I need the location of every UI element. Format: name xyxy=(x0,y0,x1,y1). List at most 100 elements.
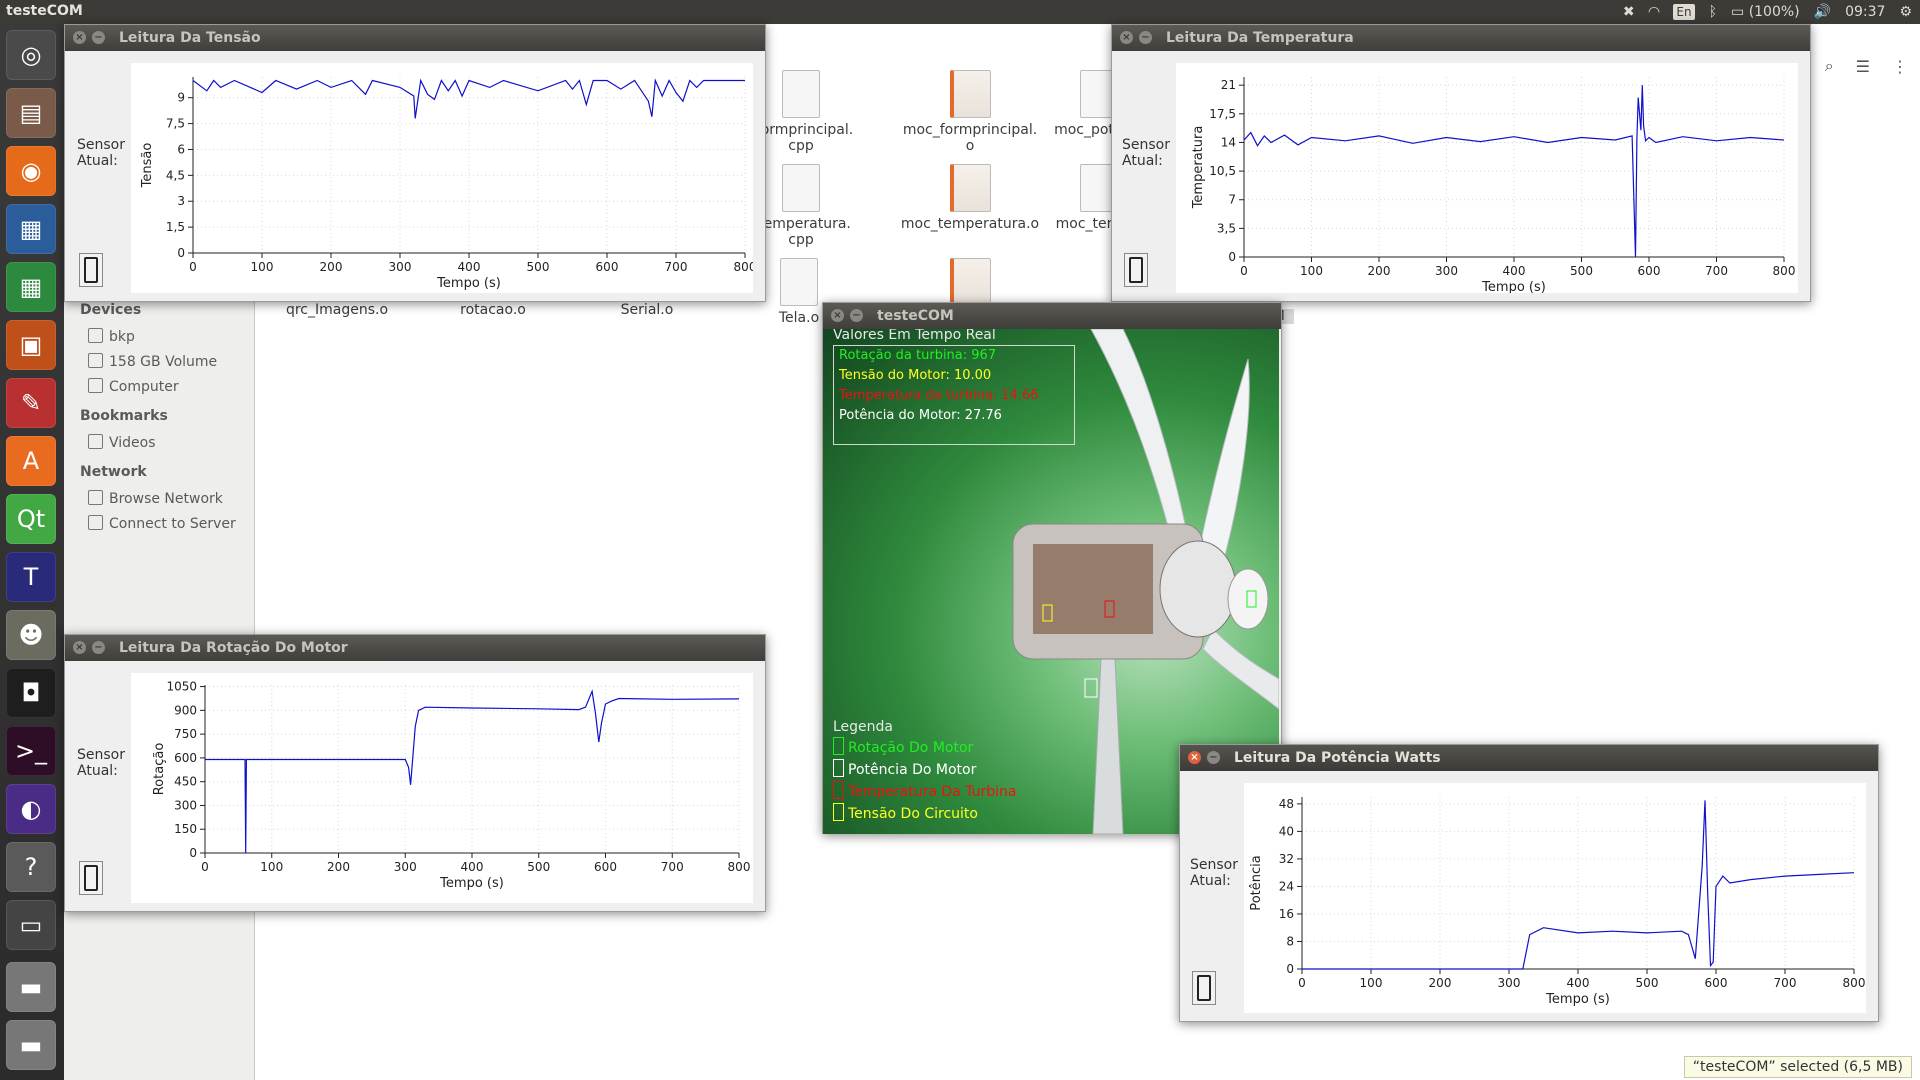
legend-label: Rotação Do Motor xyxy=(848,740,974,756)
legend-swatch xyxy=(833,737,844,755)
help-icon[interactable]: ? xyxy=(6,842,56,892)
folder-icon xyxy=(88,434,103,449)
x-tick-label: 400 xyxy=(1567,976,1590,990)
battery-indicator[interactable]: ▭ (100%) xyxy=(1731,0,1800,24)
rotation-value: Rotação da turbina: 967 xyxy=(839,348,997,363)
x-tick-label: 0 xyxy=(1240,264,1248,278)
sidebar-item-label: bkp xyxy=(109,329,135,345)
sidebar-item-volume[interactable]: 158 GB Volume xyxy=(88,353,217,370)
minimize-icon[interactable]: − xyxy=(92,31,105,44)
y-tick-label: 0 xyxy=(189,846,197,860)
file-item[interactable]: moc_pot xyxy=(1054,70,1114,138)
title-bar[interactable]: × − Leitura Da Temperatura xyxy=(1112,25,1810,51)
search-icon[interactable]: ⌕ xyxy=(1824,56,1834,75)
drive-icon-2[interactable]: ▬ xyxy=(6,1020,56,1070)
chart-potencia: 0 100 200 300 400 500 600 700 800 0 8 16 24 32 40 48 Tem… xyxy=(1249,797,1865,1007)
network-icon xyxy=(88,490,103,505)
lcd-digit xyxy=(1197,975,1211,1001)
cpp-file-icon xyxy=(1080,164,1114,212)
file-item[interactable]: Serial.o xyxy=(592,302,702,318)
sidebar-item-bkp[interactable]: bkp xyxy=(88,328,135,345)
x-tick-label: 400 xyxy=(458,260,481,274)
terminal-icon[interactable]: >_ xyxy=(6,726,56,776)
wifi-icon[interactable]: ◜◝ xyxy=(1648,4,1660,20)
close-icon[interactable]: × xyxy=(831,309,844,322)
file-item[interactable]: Tela.o xyxy=(774,258,824,326)
gear-icon[interactable]: ⚙ xyxy=(1899,4,1912,20)
close-icon[interactable]: × xyxy=(73,31,86,44)
window-icon[interactable]: ▭ xyxy=(6,900,56,950)
keyboard-layout-indicator[interactable]: En xyxy=(1673,4,1695,20)
window-tensao: × − Leitura Da Tensão Sensor Atual: 0 100… xyxy=(64,24,766,302)
volume-icon[interactable]: 🔊 xyxy=(1813,4,1832,20)
file-item[interactable]: _temperatura. cpp xyxy=(746,164,856,248)
dropbox-icon[interactable]: ✖ xyxy=(1622,4,1635,20)
y-tick-label: 0 xyxy=(1286,962,1294,976)
indicator-temperature xyxy=(1104,600,1115,618)
firefox-icon[interactable]: ◉ xyxy=(6,146,56,196)
lcd-digit xyxy=(84,257,98,283)
qt-creator-icon[interactable]: Qt xyxy=(6,494,56,544)
impress-icon[interactable]: ▣ xyxy=(6,320,56,370)
drive-icon[interactable]: ▬ xyxy=(6,962,56,1012)
x-tick-label: 300 xyxy=(394,860,417,874)
x-tick-label: 500 xyxy=(1570,264,1593,278)
close-icon[interactable]: × xyxy=(1188,751,1201,764)
bookmarks-header: Bookmarks xyxy=(80,408,168,424)
sidebar-item-computer[interactable]: Computer xyxy=(88,378,179,395)
sensor-label-line1: Sensor xyxy=(1122,137,1170,153)
sensor-label-line1: Sensor xyxy=(77,747,125,763)
list-view-icon[interactable]: ☰ xyxy=(1855,56,1870,76)
sidebar-item-browse-network[interactable]: Browse Network xyxy=(88,490,223,507)
sidebar-item-videos[interactable]: Videos xyxy=(88,434,156,451)
title-bar[interactable]: × − testeCOM xyxy=(823,303,1281,329)
legend-label: Potência Do Motor xyxy=(848,762,977,778)
sensor-label: Sensor Atual: xyxy=(1122,137,1170,169)
file-item[interactable]: moc_temperatura.o xyxy=(884,164,1056,232)
y-tick-label: 3,5 xyxy=(1217,221,1236,235)
file-item[interactable]: moc_formprincipal. o xyxy=(900,70,1040,154)
lcd-display xyxy=(1124,253,1148,287)
file-item[interactable] xyxy=(900,258,1040,310)
close-icon[interactable]: × xyxy=(73,641,86,654)
software-center-icon[interactable]: A xyxy=(6,436,56,486)
minimize-icon[interactable]: − xyxy=(1139,31,1152,44)
title-bar[interactable]: × − Leitura Da Rotação Do Motor xyxy=(65,635,765,661)
gimp-icon[interactable]: ☻ xyxy=(6,610,56,660)
window-title: testeCOM xyxy=(877,308,954,324)
settings-icon[interactable]: ✎ xyxy=(6,378,56,428)
minimize-icon[interactable]: − xyxy=(850,309,863,322)
title-bar[interactable]: × − Leitura Da Tensão xyxy=(65,25,765,51)
file-item[interactable]: _formprincipal. cpp xyxy=(746,70,856,154)
title-bar[interactable]: × − Leitura Da Potência Watts xyxy=(1180,745,1878,771)
minimize-icon[interactable]: − xyxy=(92,641,105,654)
texmaker-icon[interactable]: T xyxy=(6,552,56,602)
x-tick-label: 300 xyxy=(1498,976,1521,990)
file-item[interactable]: rotacao.o xyxy=(438,302,548,318)
ubuntu-dash-icon[interactable]: ◎ xyxy=(6,30,56,80)
menu-icon[interactable]: ⋮ xyxy=(1892,56,1908,76)
bluetooth-icon[interactable]: ᛒ xyxy=(1708,4,1717,20)
x-tick-label: 600 xyxy=(1638,264,1661,278)
file-name: moc_temperatura.o xyxy=(900,216,1040,232)
close-icon[interactable]: × xyxy=(1120,31,1133,44)
y-tick-label: 7,5 xyxy=(166,117,185,131)
writer-icon[interactable]: ▦ xyxy=(6,204,56,254)
minimize-icon[interactable]: − xyxy=(1207,751,1220,764)
sidebar-item-connect-server[interactable]: Connect to Server xyxy=(88,515,236,532)
x-tick-label: 0 xyxy=(201,860,209,874)
file-item[interactable]: moc_ter xyxy=(1054,164,1114,232)
eclipse-icon[interactable]: ◐ xyxy=(6,784,56,834)
clock[interactable]: 09:37 xyxy=(1845,4,1886,20)
legend-power: Potência Do Motor xyxy=(833,759,976,778)
legend-voltage: Tensão Do Circuito xyxy=(833,803,978,822)
sidebar-item-label: Connect to Server xyxy=(109,516,236,532)
lcd-display xyxy=(79,253,103,287)
sensor-label-line2: Atual: xyxy=(77,153,118,169)
x-tick-label: 400 xyxy=(1503,264,1526,278)
file-item[interactable]: qrc_Imagens.o xyxy=(282,302,392,318)
calc-icon[interactable]: ▦ xyxy=(6,262,56,312)
files-icon[interactable]: ▤ xyxy=(6,88,56,138)
network-header: Network xyxy=(80,464,147,480)
terminal-dark-icon[interactable]: ◘ xyxy=(6,668,56,718)
